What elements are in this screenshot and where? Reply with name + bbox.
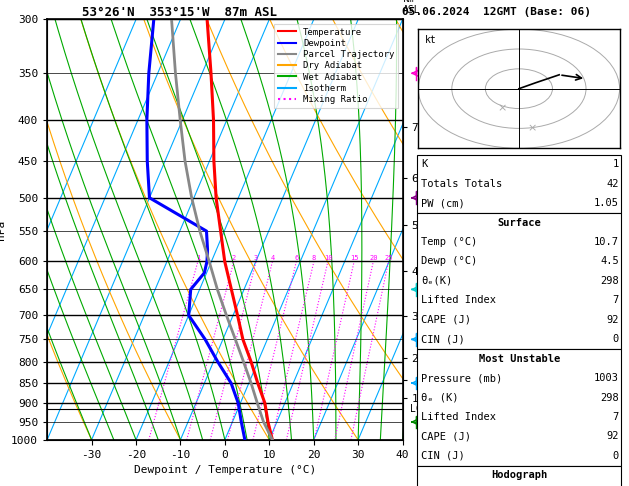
Text: Surface: Surface [498, 218, 541, 227]
Text: 42: 42 [606, 179, 619, 189]
Text: 05.06.2024  12GMT (Base: 06): 05.06.2024 12GMT (Base: 06) [403, 7, 591, 17]
Text: Lifted Index: Lifted Index [421, 295, 496, 305]
Text: 20: 20 [369, 256, 377, 261]
Text: Pressure (mb): Pressure (mb) [421, 373, 502, 383]
Text: 92: 92 [606, 315, 619, 325]
Text: 3: 3 [254, 256, 258, 261]
Text: PW (cm): PW (cm) [421, 198, 465, 208]
Text: © weatheronline.co.uk: © weatheronline.co.uk [457, 470, 581, 480]
Text: 298: 298 [600, 276, 619, 286]
Text: Mixing Ratio (g/kg): Mixing Ratio (g/kg) [426, 237, 436, 348]
Legend: Temperature, Dewpoint, Parcel Trajectory, Dry Adiabat, Wet Adiabat, Isotherm, Mi: Temperature, Dewpoint, Parcel Trajectory… [274, 24, 398, 108]
Text: θₑ (K): θₑ (K) [421, 393, 459, 402]
Text: CIN (J): CIN (J) [421, 334, 465, 344]
Text: 1.05: 1.05 [594, 198, 619, 208]
Text: 6: 6 [294, 256, 299, 261]
Text: 10: 10 [324, 256, 332, 261]
Text: ×: × [498, 104, 507, 114]
Text: kt: kt [425, 35, 437, 45]
Text: θₑ(K): θₑ(K) [421, 276, 452, 286]
Text: 25: 25 [384, 256, 392, 261]
Text: CAPE (J): CAPE (J) [421, 315, 470, 325]
Text: 10.7: 10.7 [594, 237, 619, 247]
Text: 2: 2 [231, 256, 236, 261]
Text: LCL: LCL [409, 404, 427, 414]
Text: 298: 298 [600, 393, 619, 402]
Text: 0: 0 [613, 334, 619, 344]
Text: 8: 8 [312, 256, 316, 261]
Text: 53°26'N  353°15'W  87m ASL: 53°26'N 353°15'W 87m ASL [82, 6, 277, 18]
Y-axis label: hPa: hPa [0, 220, 6, 240]
Text: Most Unstable: Most Unstable [479, 354, 560, 364]
Text: 0: 0 [613, 451, 619, 461]
Text: 7: 7 [613, 295, 619, 305]
Text: 1: 1 [196, 256, 200, 261]
Text: 15: 15 [350, 256, 359, 261]
Text: Lifted Index: Lifted Index [421, 412, 496, 422]
Text: 7: 7 [613, 412, 619, 422]
Text: 4: 4 [270, 256, 275, 261]
Text: 1: 1 [613, 159, 619, 169]
Text: CIN (J): CIN (J) [421, 451, 465, 461]
Text: Totals Totals: Totals Totals [421, 179, 502, 189]
Text: ×: × [528, 123, 537, 133]
Text: 1003: 1003 [594, 373, 619, 383]
Text: CAPE (J): CAPE (J) [421, 432, 470, 441]
Text: Temp (°C): Temp (°C) [421, 237, 477, 247]
Text: Hodograph: Hodograph [491, 470, 547, 480]
X-axis label: Dewpoint / Temperature (°C): Dewpoint / Temperature (°C) [134, 465, 316, 475]
Text: 92: 92 [606, 432, 619, 441]
Text: Dewp (°C): Dewp (°C) [421, 257, 477, 266]
Text: km
ASL: km ASL [403, 0, 420, 15]
Text: 4.5: 4.5 [600, 257, 619, 266]
Text: K: K [421, 159, 427, 169]
